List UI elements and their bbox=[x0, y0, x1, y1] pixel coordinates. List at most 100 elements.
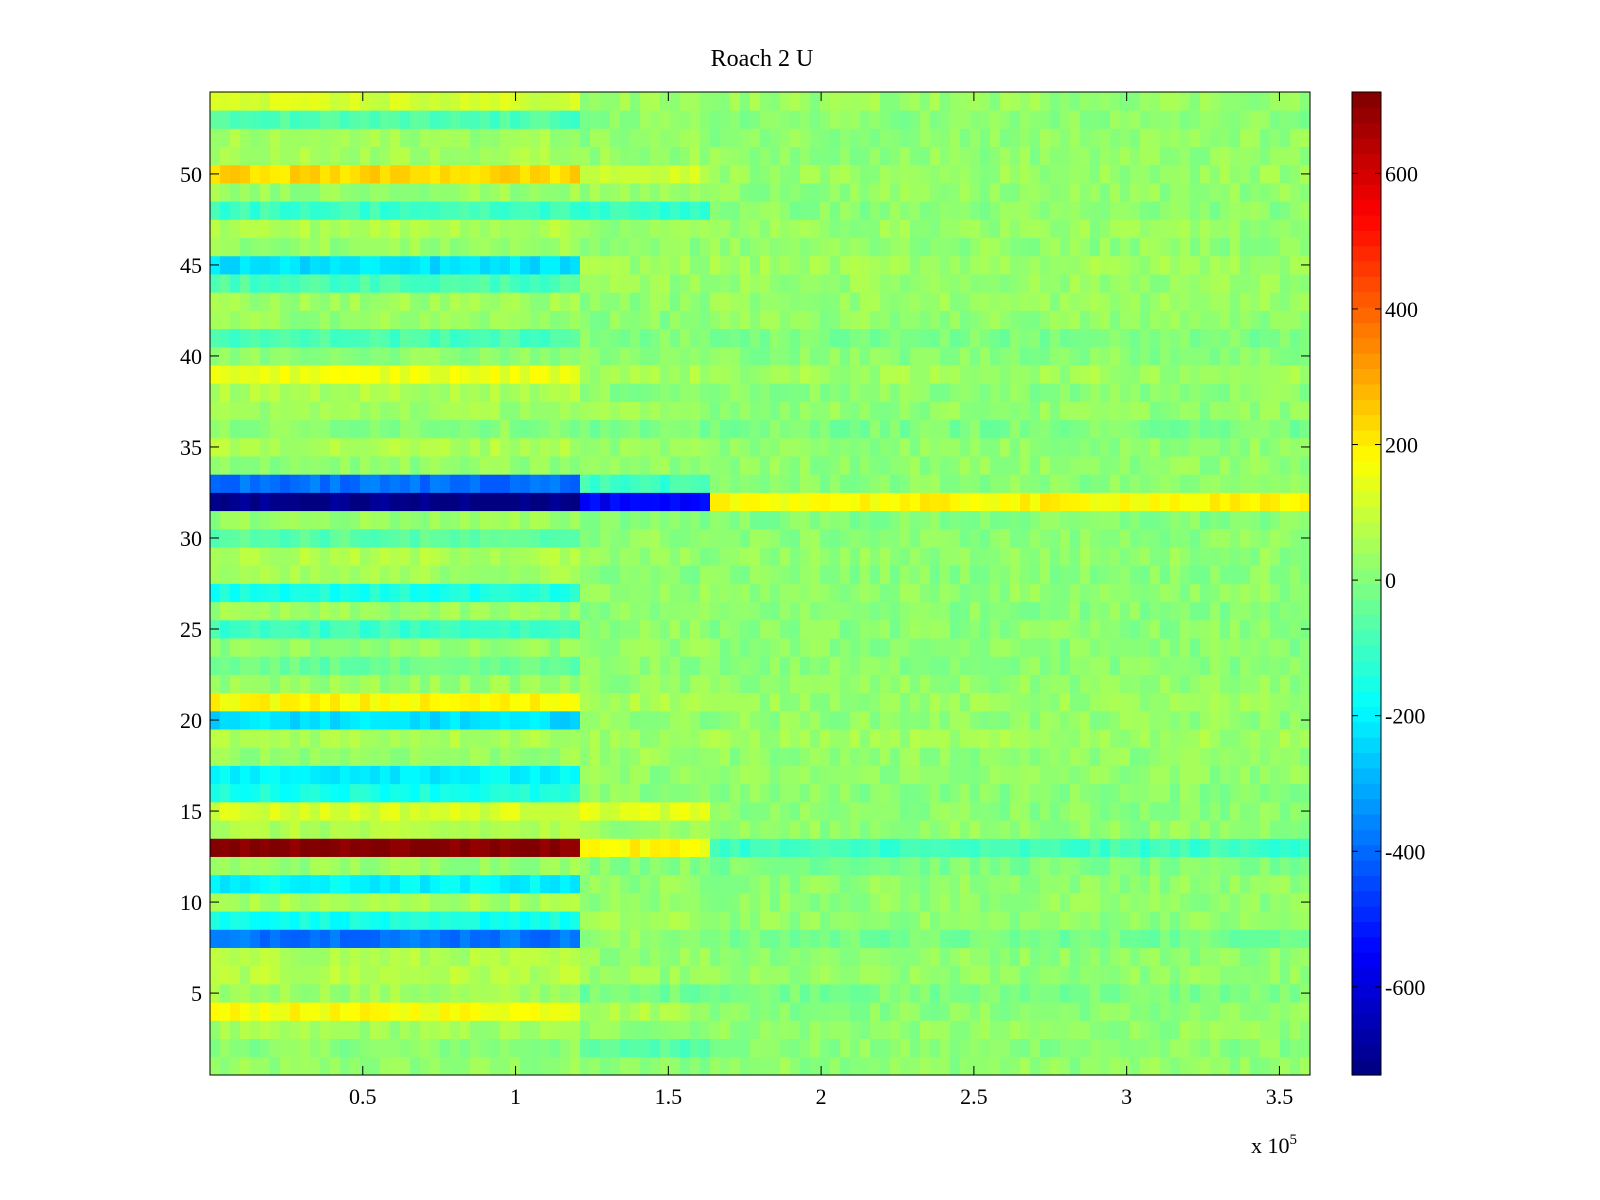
heatmap-cell bbox=[1040, 801, 1051, 821]
heatmap-cell bbox=[880, 911, 891, 930]
heatmap-cell bbox=[380, 565, 391, 584]
heatmap-cell bbox=[740, 656, 751, 675]
heatmap-cell bbox=[900, 255, 911, 275]
heatmap-cell bbox=[670, 965, 681, 985]
heatmap-cell bbox=[1180, 692, 1191, 712]
heatmap-cell bbox=[310, 310, 321, 330]
heatmap-cell bbox=[1280, 801, 1291, 821]
heatmap-cell bbox=[940, 856, 951, 876]
heatmap-cell bbox=[410, 328, 421, 348]
heatmap-cell bbox=[1300, 692, 1310, 712]
heatmap-cell bbox=[700, 983, 711, 1003]
heatmap-cell bbox=[1260, 1002, 1271, 1021]
heatmap-cell bbox=[660, 965, 671, 985]
heatmap-cell bbox=[980, 710, 991, 730]
heatmap-cell bbox=[1080, 856, 1091, 876]
heatmap-cell bbox=[630, 1020, 641, 1039]
heatmap-cell bbox=[690, 674, 701, 694]
heatmap-cell bbox=[330, 1020, 341, 1039]
heatmap-cell bbox=[660, 437, 671, 457]
heatmap-cell bbox=[510, 747, 521, 766]
heatmap-cell bbox=[640, 310, 651, 330]
heatmap-cell bbox=[590, 656, 601, 675]
heatmap-cell bbox=[660, 801, 671, 821]
heatmap-cell bbox=[960, 547, 971, 566]
heatmap-cell bbox=[1000, 583, 1011, 603]
heatmap-cell bbox=[860, 747, 871, 766]
heatmap-cell bbox=[310, 929, 321, 948]
heatmap-cell bbox=[470, 729, 481, 748]
heatmap-cell bbox=[1030, 1038, 1041, 1058]
heatmap-cell bbox=[830, 565, 841, 584]
heatmap-cell bbox=[470, 656, 481, 675]
heatmap-cell bbox=[240, 838, 251, 857]
heatmap-cell bbox=[1240, 474, 1251, 493]
heatmap-cell bbox=[370, 747, 381, 766]
heatmap-cell bbox=[800, 710, 811, 730]
heatmap-cell bbox=[1160, 856, 1171, 876]
heatmap-cell bbox=[410, 510, 421, 530]
heatmap-cell bbox=[500, 474, 511, 493]
heatmap-cell bbox=[900, 583, 911, 603]
heatmap-cell bbox=[1130, 310, 1141, 330]
heatmap-cell bbox=[1010, 638, 1021, 657]
heatmap-cell bbox=[360, 583, 371, 603]
heatmap-cell bbox=[850, 401, 861, 421]
heatmap-cell bbox=[1030, 820, 1041, 839]
heatmap-cell bbox=[1130, 1002, 1141, 1021]
heatmap-cell bbox=[1260, 437, 1271, 457]
heatmap-cell bbox=[460, 1020, 471, 1039]
heatmap-cell bbox=[910, 547, 921, 566]
heatmap-cell bbox=[250, 328, 261, 348]
heatmap-cell bbox=[400, 710, 411, 730]
heatmap-cell bbox=[1130, 747, 1141, 766]
heatmap-cell bbox=[510, 783, 521, 803]
heatmap-cell bbox=[540, 346, 551, 366]
heatmap-cell bbox=[470, 365, 481, 384]
heatmap-cell bbox=[350, 929, 361, 948]
heatmap-cell bbox=[390, 1002, 401, 1021]
heatmap-cell bbox=[790, 856, 801, 876]
heatmap-cell bbox=[430, 328, 441, 348]
heatmap-cell bbox=[690, 419, 701, 439]
heatmap-cell bbox=[280, 710, 291, 730]
heatmap-cell bbox=[1210, 456, 1221, 475]
heatmap-cell bbox=[1220, 783, 1231, 803]
heatmap-cell bbox=[840, 638, 851, 657]
heatmap-cell bbox=[480, 729, 491, 748]
heatmap-cell bbox=[1230, 856, 1241, 876]
heatmap-cell bbox=[710, 401, 721, 421]
heatmap-cell bbox=[1090, 510, 1101, 530]
heatmap-cell bbox=[530, 838, 541, 857]
heatmap-cell bbox=[720, 492, 731, 512]
heatmap-cell bbox=[930, 292, 941, 311]
heatmap-cell bbox=[500, 656, 511, 675]
heatmap-cell bbox=[230, 747, 241, 766]
heatmap-cell bbox=[270, 911, 281, 930]
heatmap-cell bbox=[1260, 965, 1271, 985]
heatmap-cell bbox=[1000, 965, 1011, 985]
heatmap-cell bbox=[1140, 274, 1151, 293]
heatmap-cell bbox=[1200, 619, 1211, 639]
heatmap-cell bbox=[720, 1002, 731, 1021]
heatmap-cell bbox=[890, 292, 901, 311]
heatmap-cell bbox=[610, 656, 621, 675]
heatmap-cell bbox=[710, 528, 721, 548]
heatmap-cell bbox=[290, 820, 301, 839]
heatmap-cell bbox=[1040, 892, 1051, 912]
heatmap-cell bbox=[1200, 874, 1211, 894]
heatmap-cell bbox=[840, 601, 851, 621]
heatmap-cell bbox=[1150, 419, 1161, 439]
heatmap-cell bbox=[1220, 365, 1231, 384]
heatmap-cell bbox=[1150, 983, 1161, 1003]
heatmap-cell bbox=[330, 929, 341, 948]
heatmap-cell bbox=[1260, 255, 1271, 275]
heatmap-cell bbox=[1070, 929, 1081, 948]
heatmap-cell bbox=[720, 401, 731, 421]
heatmap-cell bbox=[790, 583, 801, 603]
heatmap-cell bbox=[870, 383, 881, 402]
heatmap-cell bbox=[1060, 892, 1071, 912]
heatmap-cell bbox=[1170, 437, 1181, 457]
heatmap-cell bbox=[570, 856, 581, 876]
heatmap-cell bbox=[1030, 801, 1041, 821]
